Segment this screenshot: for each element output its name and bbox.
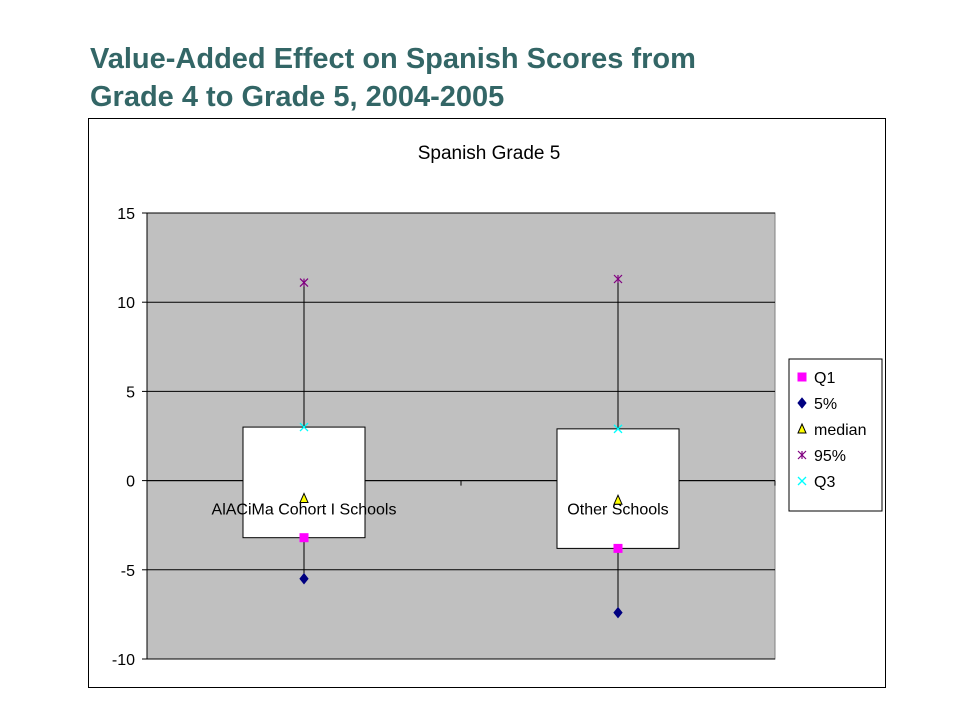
data-point-5pct: [299, 572, 309, 585]
chart-title: Spanish Grade 5: [418, 143, 561, 164]
legend-marker: [797, 397, 807, 409]
data-point-Q3: [613, 424, 623, 434]
legend-label: Q3: [814, 474, 835, 491]
data-point-Q3: [299, 422, 309, 432]
slide-title: Value-Added Effect on Spanish Scores fro…: [90, 40, 930, 116]
legend-marker: [797, 372, 807, 382]
data-point-median: [613, 493, 623, 505]
y-tick-label: 0: [126, 474, 135, 491]
chart-frame: Spanish Grade 5 15 10 5 0 -5 -10 AlACiMa Cohor…: [88, 118, 886, 688]
category-label: AlACiMa Cohort I Schools: [212, 502, 397, 519]
legend-label: median: [814, 422, 866, 439]
data-point-Q3-stroke: [299, 422, 309, 432]
slide-title-line-2: Grade 4 to Grade 5, 2004-2005: [90, 81, 505, 113]
y-tick-label: -10: [112, 652, 135, 669]
y-tick-label: 5: [126, 384, 135, 401]
legend-marker: [797, 422, 807, 434]
category-label: Other Schools: [567, 502, 668, 519]
slide-title-line-1: Value-Added Effect on Spanish Scores fro…: [90, 43, 696, 75]
data-point-Q1: [299, 533, 309, 543]
legend-marker: [797, 450, 807, 460]
legend-marker-stroke: [797, 476, 807, 486]
iqr-box: [556, 428, 680, 549]
data-point-Q3-stroke: [613, 424, 623, 434]
legend-box: [788, 358, 883, 512]
legend-label: Q1: [814, 370, 835, 387]
plot-area: 15 10 5 0 -5 -10 AlACiMa Cohort I Schools Other…: [112, 206, 776, 669]
box-plot-chart: Spanish Grade 5 15 10 5 0 -5 -10 AlACiMa Cohor…: [112, 143, 883, 669]
y-tick-label: 15: [117, 206, 135, 223]
legend-label: 5%: [814, 396, 837, 413]
data-point-Q1: [613, 543, 623, 553]
data-point-median: [299, 492, 309, 503]
plot-background: [146, 212, 776, 660]
y-tick-label: 10: [117, 295, 135, 312]
legend-marker: [797, 476, 807, 486]
legend: Q1 5% median 95% Q3: [788, 358, 883, 512]
y-tick-label: -5: [121, 563, 135, 580]
data-point-5pct: [613, 606, 623, 619]
data-point-95pct: [299, 278, 309, 288]
legend-label: 95%: [814, 448, 846, 465]
box-group: Other Schools: [556, 279, 680, 613]
iqr-box: [242, 426, 366, 539]
data-point-95pct: [613, 274, 623, 284]
